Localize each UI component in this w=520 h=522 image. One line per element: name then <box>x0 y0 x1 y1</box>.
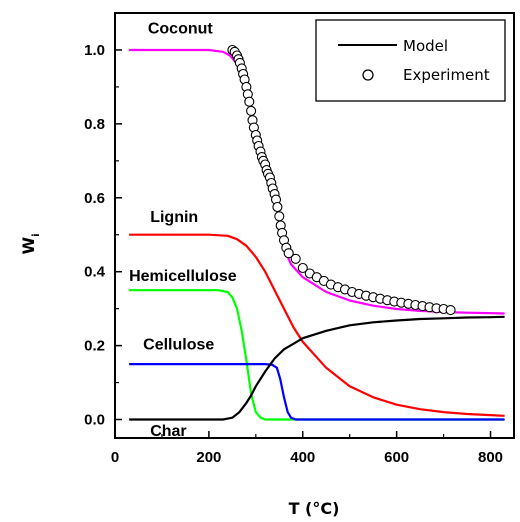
curve-label-cellulose: Cellulose <box>143 336 214 353</box>
series-line-char <box>129 315 505 421</box>
y-tick-label-5: 1.0 <box>84 42 105 59</box>
experiment-point <box>445 305 456 316</box>
curve-label-char: Char <box>150 423 186 440</box>
experiment-point <box>246 105 257 116</box>
experiment-point <box>290 253 301 264</box>
x-tick-label-800: 800 <box>478 449 503 466</box>
y-tick-label-0: 0.0 <box>84 412 105 429</box>
x-tick-label-400: 400 <box>290 449 315 466</box>
y-axis-title-subscript: i <box>31 233 42 236</box>
experiment-point <box>272 201 283 213</box>
y-tick-label-4: 0.8 <box>84 116 105 133</box>
svg-text:Wi: Wi <box>19 233 42 254</box>
x-tick-label-200: 200 <box>196 449 221 466</box>
legend-box <box>315 19 506 102</box>
legend: Model Experiment <box>315 19 506 102</box>
y-tick-label-1: 0.2 <box>84 338 105 355</box>
curve-label-hemicellulose: Hemicellulose <box>129 268 237 285</box>
curve-labels: Coconut Lignin Hemicellulose Cellulose Char <box>129 20 237 440</box>
series-line-lignin <box>129 233 505 417</box>
legend-circle-symbol <box>362 69 374 81</box>
x-axis-title: T (°C) <box>289 499 340 518</box>
curve-label-coconut: Coconut <box>148 20 214 37</box>
experiment-point <box>274 211 285 222</box>
x-tick-label-600: 600 <box>384 449 409 466</box>
y-axis-title: Wi <box>19 233 42 254</box>
plot-frame <box>114 12 515 439</box>
y-axis-title-main: W <box>19 237 38 255</box>
x-tick-label-0: 0 <box>111 449 119 466</box>
y-tick-label-3: 0.6 <box>84 190 105 207</box>
series-line-hemicellulose <box>129 289 505 421</box>
curve-label-lignin: Lignin <box>150 209 198 226</box>
experiment-point <box>244 96 255 107</box>
experiment-point <box>297 262 308 274</box>
legend-label-model: Model <box>403 37 448 55</box>
experiment-markers <box>227 44 456 316</box>
tick-layer: 0 200 400 600 800 0.0 0.2 0.4 0.6 0.8 1.0 <box>84 42 503 466</box>
experiment-point <box>283 248 294 259</box>
series-line-cellulose <box>129 363 505 421</box>
legend-label-experiment: Experiment <box>403 66 490 84</box>
series-layer <box>129 48 505 421</box>
y-tick-label-2: 0.4 <box>84 264 106 281</box>
